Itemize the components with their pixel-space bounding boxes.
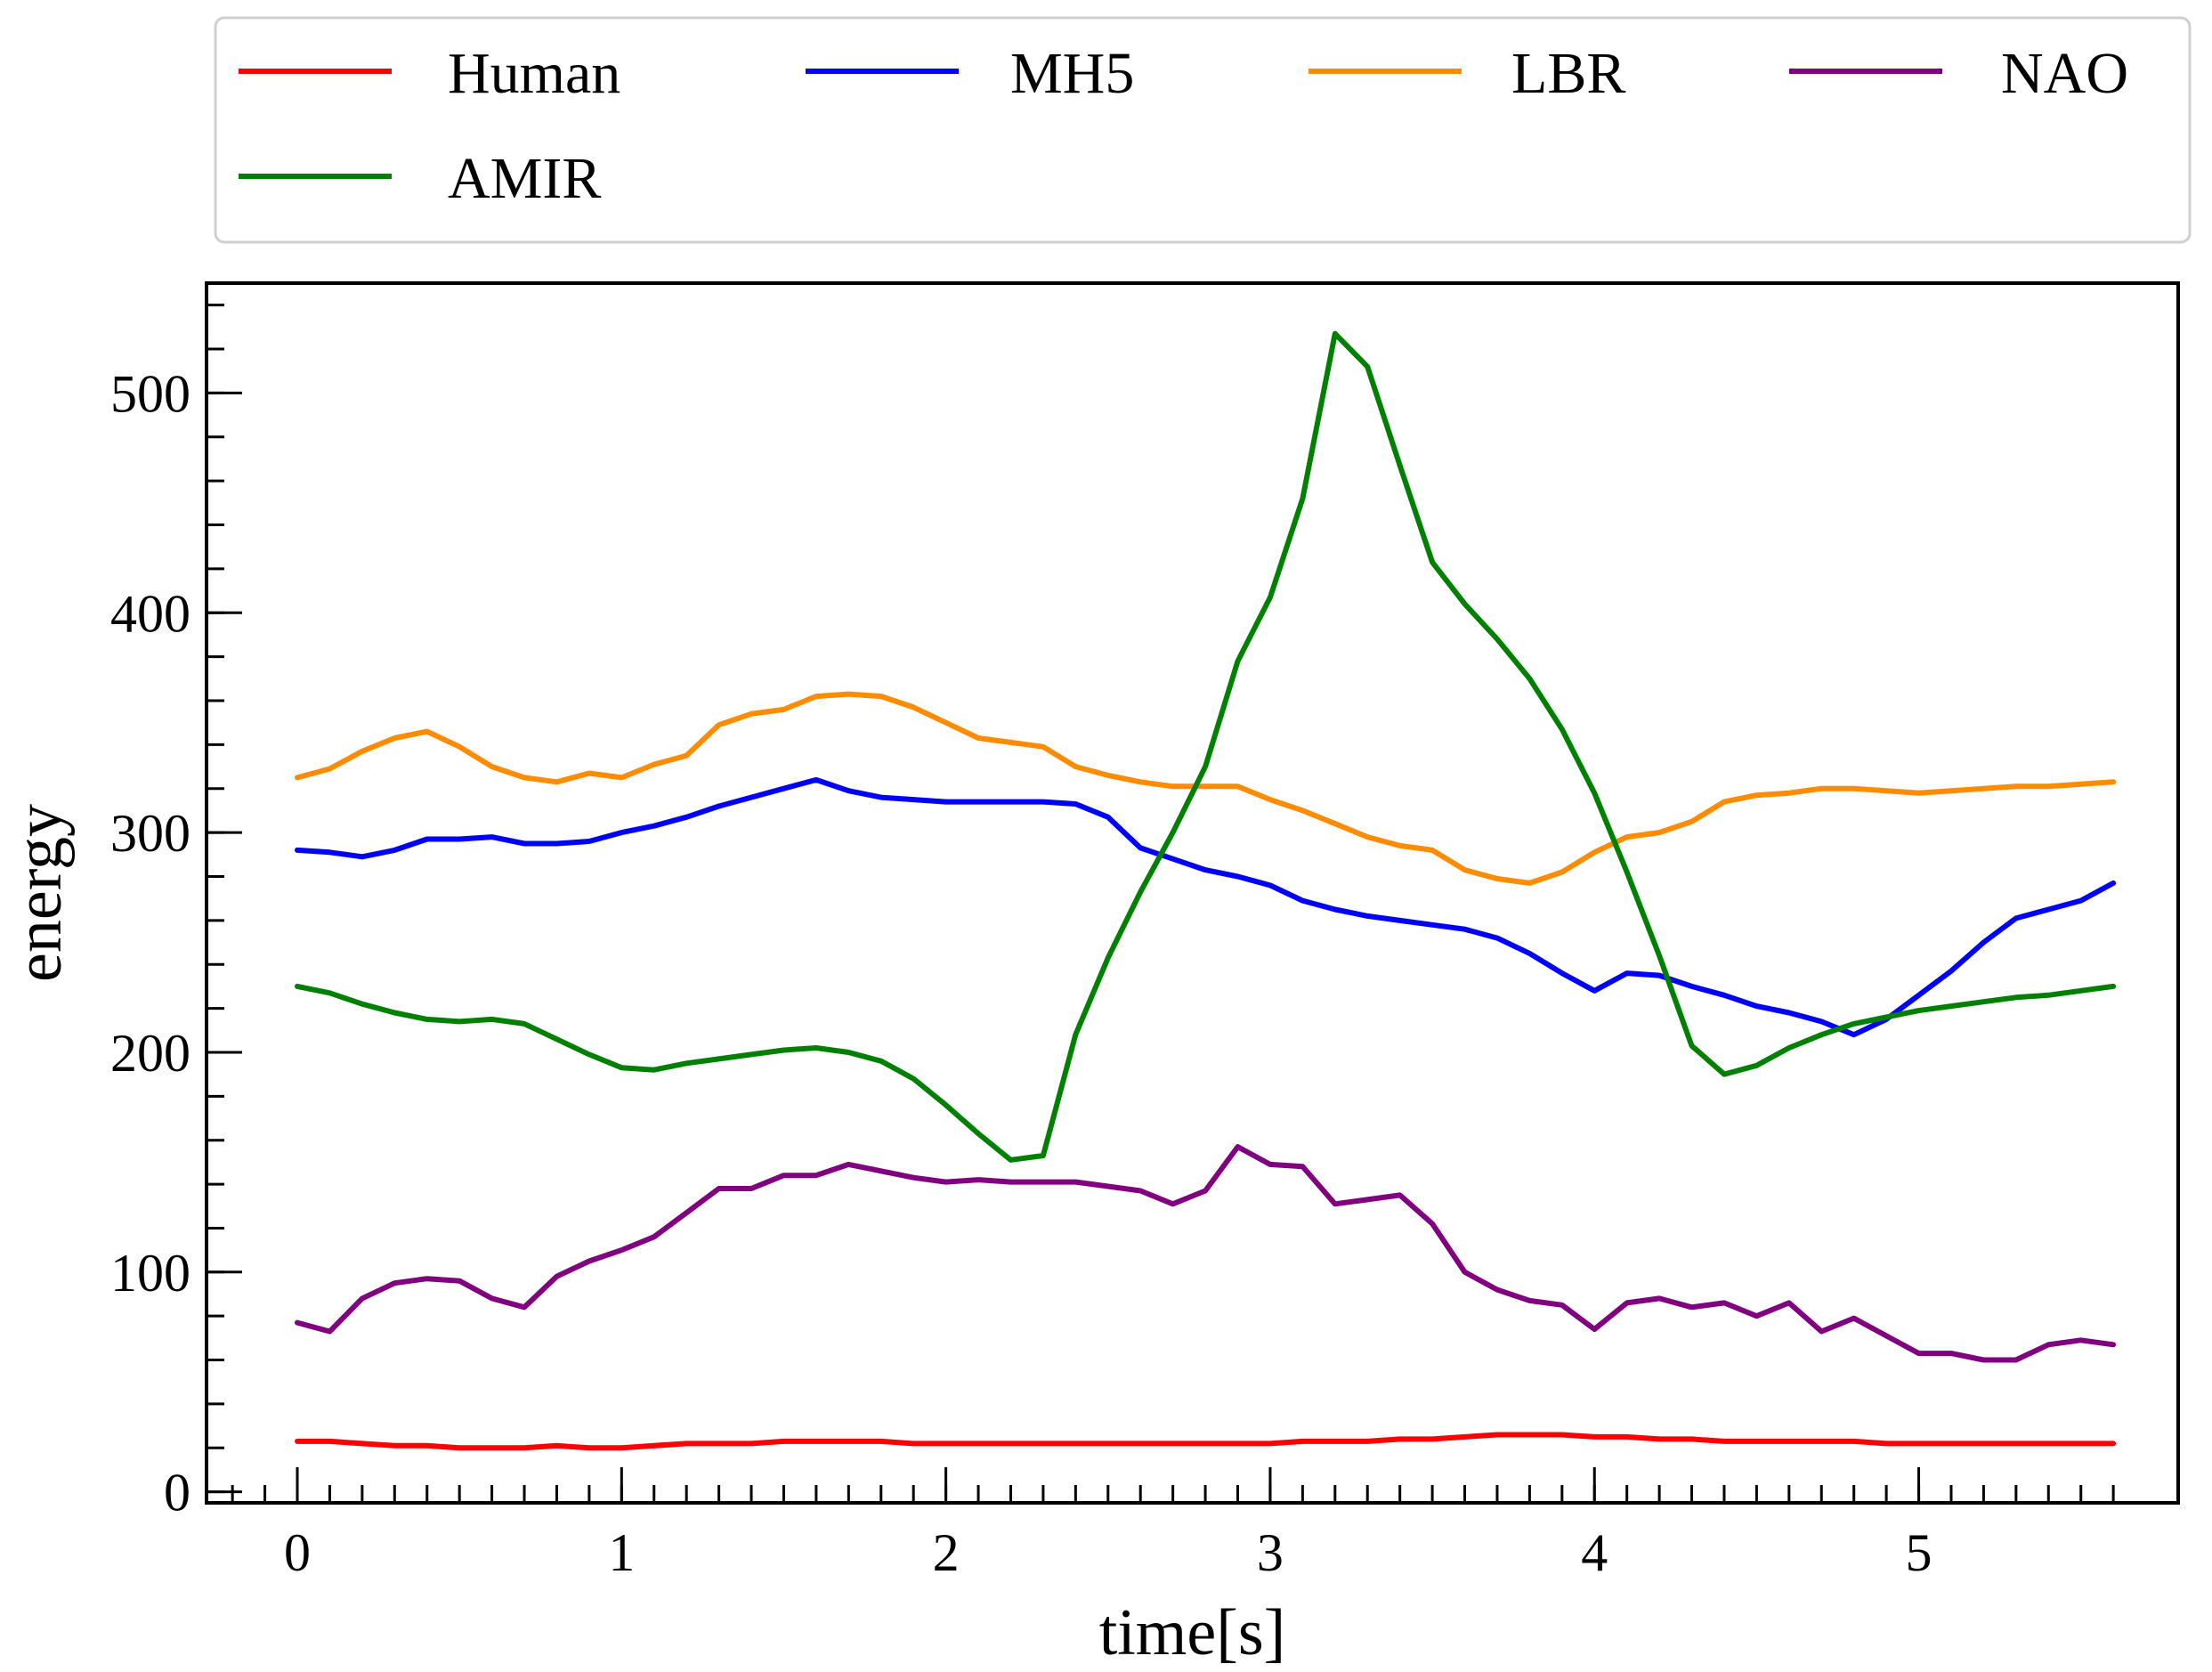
y-tick-labels: 0 100 200 300 400 500 — [110, 364, 190, 1522]
y-tick-label: 0 — [164, 1464, 190, 1522]
y-ticks — [207, 304, 242, 1494]
legend-frame — [214, 16, 2192, 244]
x-tick-labels: 0 1 2 3 4 5 — [284, 1523, 1932, 1582]
x-tick-label: 3 — [1257, 1523, 1284, 1582]
x-tick-label: 0 — [284, 1523, 311, 1582]
legend: Human MH5 LBR NAO AMIR — [214, 16, 2192, 244]
series-line-human — [295, 1432, 2117, 1451]
x-tick-label: 1 — [608, 1523, 635, 1582]
y-tick-label: 100 — [110, 1244, 190, 1303]
legend-label-nao: NAO — [2001, 41, 2128, 106]
x-tick-label: 2 — [933, 1523, 960, 1582]
series-line-nao — [295, 1144, 2117, 1363]
x-tick-label: 4 — [1581, 1523, 1608, 1582]
legend-label-amir: AMIR — [448, 146, 601, 211]
y-tick-label: 300 — [110, 804, 190, 863]
series-line-lbr — [295, 691, 2117, 886]
x-tick-label: 5 — [1906, 1523, 1932, 1582]
x-axis-label: time[s] — [1099, 1596, 1286, 1669]
series-line-amir — [295, 330, 2117, 1163]
series-lines — [295, 330, 2117, 1451]
y-tick-label: 500 — [110, 364, 190, 423]
y-axis-label: energy — [3, 804, 76, 982]
y-tick-label: 200 — [110, 1024, 190, 1083]
legend-label-human: Human — [448, 41, 620, 106]
series-line-mh5 — [295, 776, 2117, 1038]
x-ticks — [231, 1467, 2115, 1503]
legend-label-lbr: LBR — [1511, 41, 1625, 106]
legend-label-mh5: MH5 — [1010, 41, 1134, 106]
y-tick-label: 400 — [110, 584, 190, 643]
plot-frame — [205, 281, 2180, 1505]
